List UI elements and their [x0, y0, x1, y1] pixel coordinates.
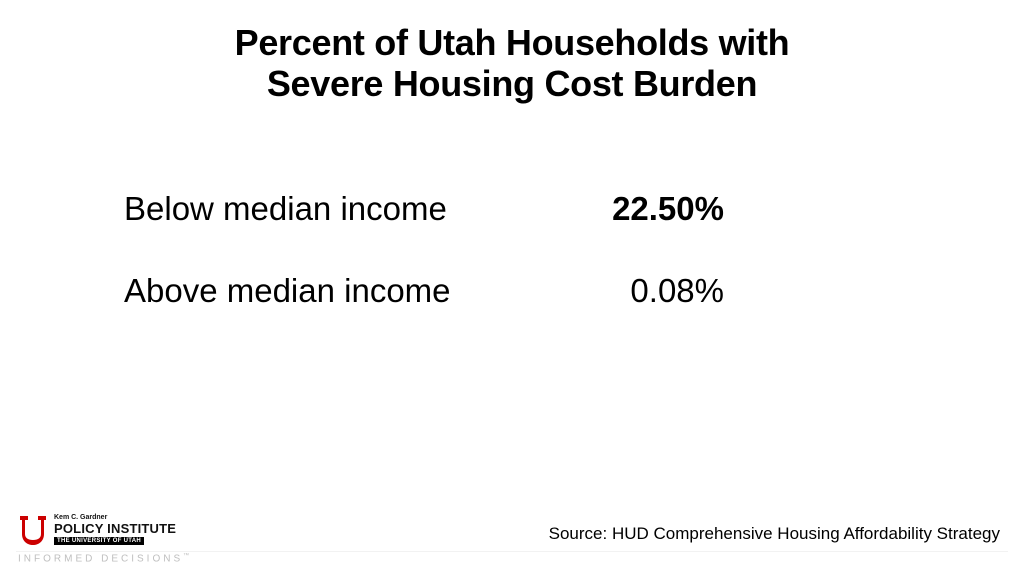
- row-label: Below median income: [124, 190, 554, 228]
- logo-sub-text: THE UNIVERSITY OF UTAH: [54, 537, 144, 545]
- title-line-1: Percent of Utah Households with: [235, 22, 790, 63]
- u-logo-icon: [18, 514, 48, 548]
- row-value: 0.08%: [554, 272, 724, 310]
- tagline: INFORMED DECISIONS™: [18, 553, 192, 564]
- institute-logo: Kem C. Gardner POLICY INSTITUTE THE UNIV…: [18, 514, 176, 548]
- source-citation: Source: HUD Comprehensive Housing Afford…: [549, 524, 1000, 544]
- footer: Kem C. Gardner POLICY INSTITUTE THE UNIV…: [0, 504, 1024, 576]
- row-label: Above median income: [124, 272, 554, 310]
- logo-small-text: Kem C. Gardner: [54, 514, 176, 521]
- slide-title: Percent of Utah Households with Severe H…: [0, 22, 1024, 105]
- table-row: Below median income 22.50%: [124, 190, 824, 228]
- logo-text-block: Kem C. Gardner POLICY INSTITUTE THE UNIV…: [54, 514, 176, 545]
- logo-main-text: POLICY INSTITUTE: [54, 522, 176, 535]
- row-value: 22.50%: [554, 190, 724, 228]
- trademark-icon: ™: [183, 553, 192, 559]
- table-row: Above median income 0.08%: [124, 272, 824, 310]
- title-line-2: Severe Housing Cost Burden: [267, 63, 757, 104]
- data-table: Below median income 22.50% Above median …: [124, 190, 824, 354]
